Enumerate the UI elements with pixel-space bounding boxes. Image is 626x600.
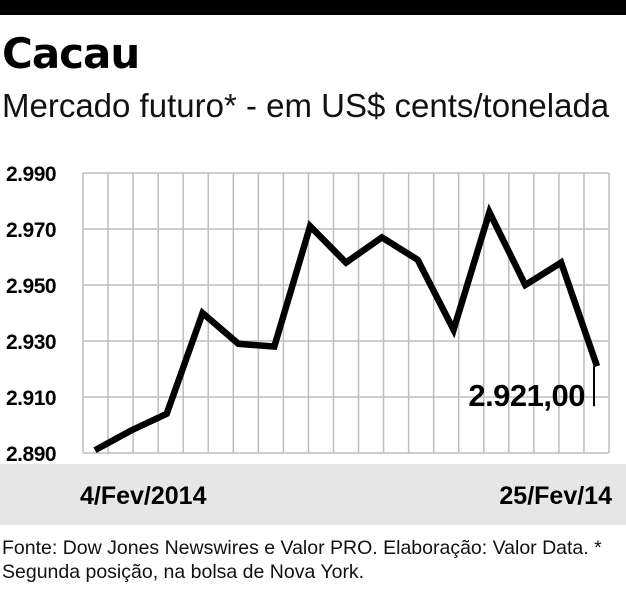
line-chart: 2.890 2.910 2.930 2.950 2.970 2.990 4/Fev/201… <box>0 163 626 525</box>
y-tick-label: 2.970 <box>6 219 56 242</box>
x-axis-band <box>0 464 626 525</box>
top-bar <box>0 0 626 15</box>
series-line <box>93 203 601 454</box>
chart-title: Cacau <box>2 29 140 78</box>
x-start-label: 4/Fev/2014 <box>80 482 207 510</box>
y-tick-label: 2.990 <box>6 163 56 186</box>
last-value-label: 2.921,00 <box>468 378 585 413</box>
chart-subtitle: Mercado futuro* - em US$ cents/tonelada <box>2 87 610 124</box>
x-end-label: 25/Fev/14 <box>499 482 612 510</box>
y-tick-label: 2.890 <box>6 443 56 466</box>
y-tick-label: 2.930 <box>6 331 56 354</box>
y-tick-label: 2.950 <box>6 275 56 298</box>
y-tick-label: 2.910 <box>6 387 56 410</box>
source-note: Fonte: Dow Jones Newswires e Valor PRO. … <box>2 537 602 583</box>
